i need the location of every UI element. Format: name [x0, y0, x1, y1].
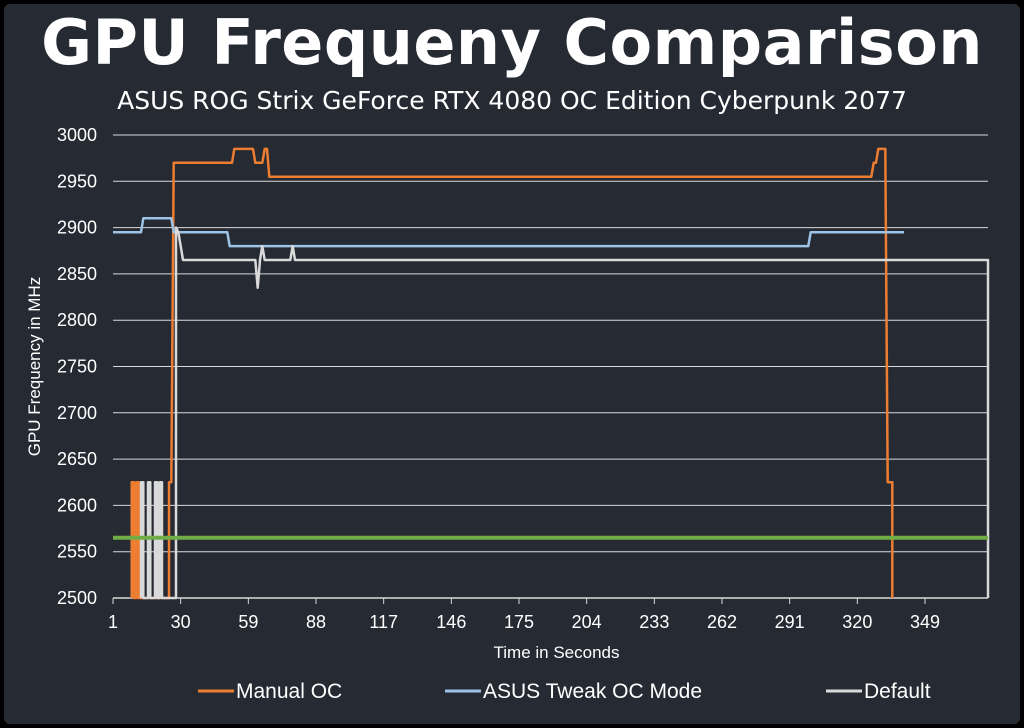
y-tick-3000: 3000 — [57, 125, 97, 145]
y-tick-2600: 2600 — [57, 495, 97, 515]
y-axis-label: GPU Frequency in MHz — [25, 277, 44, 457]
x-tick-88: 88 — [306, 612, 326, 632]
x-axis-label: Time in Seconds — [494, 643, 620, 662]
x-tick-117: 117 — [369, 612, 398, 632]
x-tick-1: 1 — [108, 612, 118, 632]
y-tick-2700: 2700 — [57, 403, 97, 423]
x-tick-291: 291 — [775, 612, 805, 632]
y-tick-labels: 2500 2550 2600 2650 2700 2750 2800 2850 2900 2950… — [57, 125, 97, 608]
series-line-2 — [139, 226, 990, 600]
x-tick-262: 262 — [707, 612, 737, 632]
series-line-0 — [130, 147, 894, 600]
y-tick-2850: 2850 — [57, 264, 97, 284]
y-tick-2900: 2900 — [57, 218, 97, 238]
x-tick-30: 30 — [171, 612, 191, 632]
chart-title: GPU Frequeny Comparison — [41, 6, 983, 79]
grid-lines — [113, 134, 988, 599]
y-tick-2500: 2500 — [57, 588, 97, 608]
x-tick-146: 146 — [436, 612, 466, 632]
legend-label-0: Manual OC — [236, 680, 342, 703]
x-tick-59: 59 — [238, 612, 258, 632]
x-tick-349: 349 — [910, 612, 940, 632]
y-tick-2800: 2800 — [57, 310, 97, 330]
x-tick-204: 204 — [572, 612, 602, 632]
series-lines — [113, 147, 990, 600]
x-tick-175: 175 — [504, 612, 534, 632]
legend: Manual OC ASUS Tweak OC Mode Default — [198, 680, 931, 703]
x-tick-233: 233 — [639, 612, 669, 632]
series-line-1 — [113, 217, 904, 248]
y-tick-2950: 2950 — [57, 171, 97, 191]
y-tick-2550: 2550 — [57, 542, 97, 562]
y-tick-2650: 2650 — [57, 449, 97, 469]
legend-label-1: ASUS Tweak OC Mode — [483, 680, 702, 703]
chart-subtitle: ASUS ROG Strix GeForce RTX 4080 OC Editi… — [117, 86, 907, 115]
y-tick-2750: 2750 — [57, 357, 97, 377]
legend-label-2: Default — [864, 680, 931, 703]
x-tick-320: 320 — [842, 612, 872, 632]
x-tick-labels: 1 30 59 88 117 146 175 204 233 262 291 320 349 — [108, 598, 940, 632]
